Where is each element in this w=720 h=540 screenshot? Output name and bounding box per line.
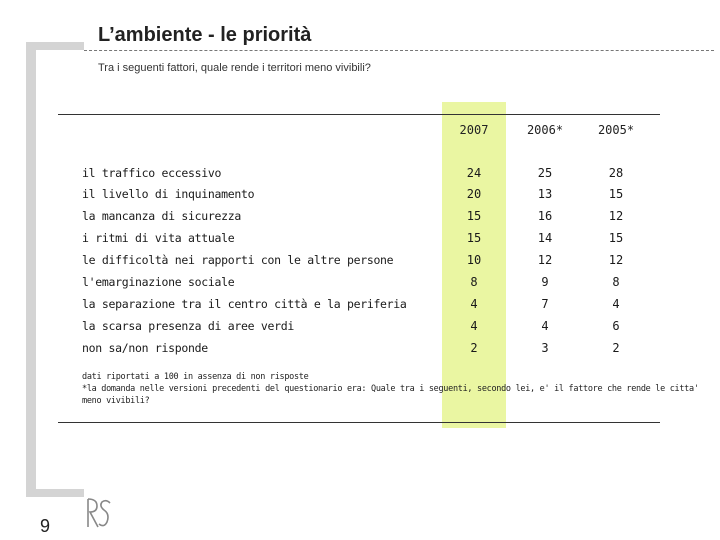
column-header-2006: 2006* <box>526 123 564 137</box>
cell-2007: 15 <box>466 209 482 223</box>
row-label: la scarsa presenza di aree verdi <box>82 319 294 333</box>
highlight-column-2007 <box>442 102 506 428</box>
cell-2007: 10 <box>466 253 482 267</box>
page-title: L’ambiente - le priorità <box>98 24 312 46</box>
footnote-base: dati riportati a 100 in assenza di non r… <box>82 372 309 382</box>
frame-bottom-bar <box>26 489 84 497</box>
cell-2005: 6 <box>612 319 620 333</box>
cell-2007: 20 <box>466 187 482 201</box>
cell-2007: 4 <box>470 297 478 311</box>
row-label: le difficoltà nei rapporti con le altre … <box>82 253 394 267</box>
column-header-2007: 2007 <box>459 123 489 137</box>
cell-2006: 12 <box>537 253 553 267</box>
cell-2005: 4 <box>612 297 620 311</box>
footnote-question-cont: meno vivibili? <box>82 396 150 406</box>
column-header-2005: 2005* <box>597 123 635 137</box>
row-label: il livello di inquinamento <box>82 187 255 201</box>
cell-2006: 9 <box>541 275 549 289</box>
cell-2007: 24 <box>466 166 482 180</box>
cell-2006: 3 <box>541 341 549 355</box>
table-row: la separazione tra il centro città e la … <box>0 297 720 317</box>
cell-2006: 4 <box>541 319 549 333</box>
table-top-rule <box>58 114 660 115</box>
table-row: il traffico eccessivo 24 25 28 <box>0 166 720 186</box>
table-row: la mancanza di sicurezza 15 16 12 <box>0 209 720 229</box>
table-row: l'emarginazione sociale 8 9 8 <box>0 275 720 295</box>
frame-top-bar <box>26 42 84 50</box>
frame-left-bar <box>26 42 36 497</box>
table-bottom-rule <box>58 422 660 423</box>
table-row: non sa/non risponde 2 3 2 <box>0 341 720 361</box>
row-label: la separazione tra il centro città e la … <box>82 297 407 311</box>
cell-2006: 16 <box>537 209 553 223</box>
table-row: il livello di inquinamento 20 13 15 <box>0 187 720 207</box>
company-logo-icon <box>87 498 111 528</box>
cell-2007: 4 <box>470 319 478 333</box>
row-label: non sa/non risponde <box>82 341 208 355</box>
cell-2005: 8 <box>612 275 620 289</box>
cell-2006: 13 <box>537 187 553 201</box>
question-subtitle: Tra i seguenti fattori, quale rende i te… <box>98 62 371 74</box>
cell-2007: 2 <box>470 341 478 355</box>
cell-2006: 7 <box>541 297 549 311</box>
table-row: le difficoltà nei rapporti con le altre … <box>0 253 720 273</box>
row-label: il traffico eccessivo <box>82 166 222 180</box>
row-label: i ritmi di vita attuale <box>82 231 235 245</box>
cell-2005: 15 <box>608 231 624 245</box>
table-row: i ritmi di vita attuale 15 14 15 <box>0 231 720 251</box>
cell-2005: 12 <box>608 209 624 223</box>
cell-2005: 12 <box>608 253 624 267</box>
page-number: 9 <box>40 516 51 536</box>
cell-2005: 15 <box>608 187 624 201</box>
cell-2006: 25 <box>537 166 553 180</box>
cell-2006: 14 <box>537 231 553 245</box>
cell-2007: 15 <box>466 231 482 245</box>
row-label: l'emarginazione sociale <box>82 275 235 289</box>
cell-2005: 28 <box>608 166 624 180</box>
footnote-question: *la domanda nelle versioni precedenti de… <box>82 384 699 394</box>
title-divider <box>84 50 714 51</box>
row-label: la mancanza di sicurezza <box>82 209 241 223</box>
cell-2005: 2 <box>612 341 620 355</box>
cell-2007: 8 <box>470 275 478 289</box>
table-row: la scarsa presenza di aree verdi 4 4 6 <box>0 319 720 339</box>
